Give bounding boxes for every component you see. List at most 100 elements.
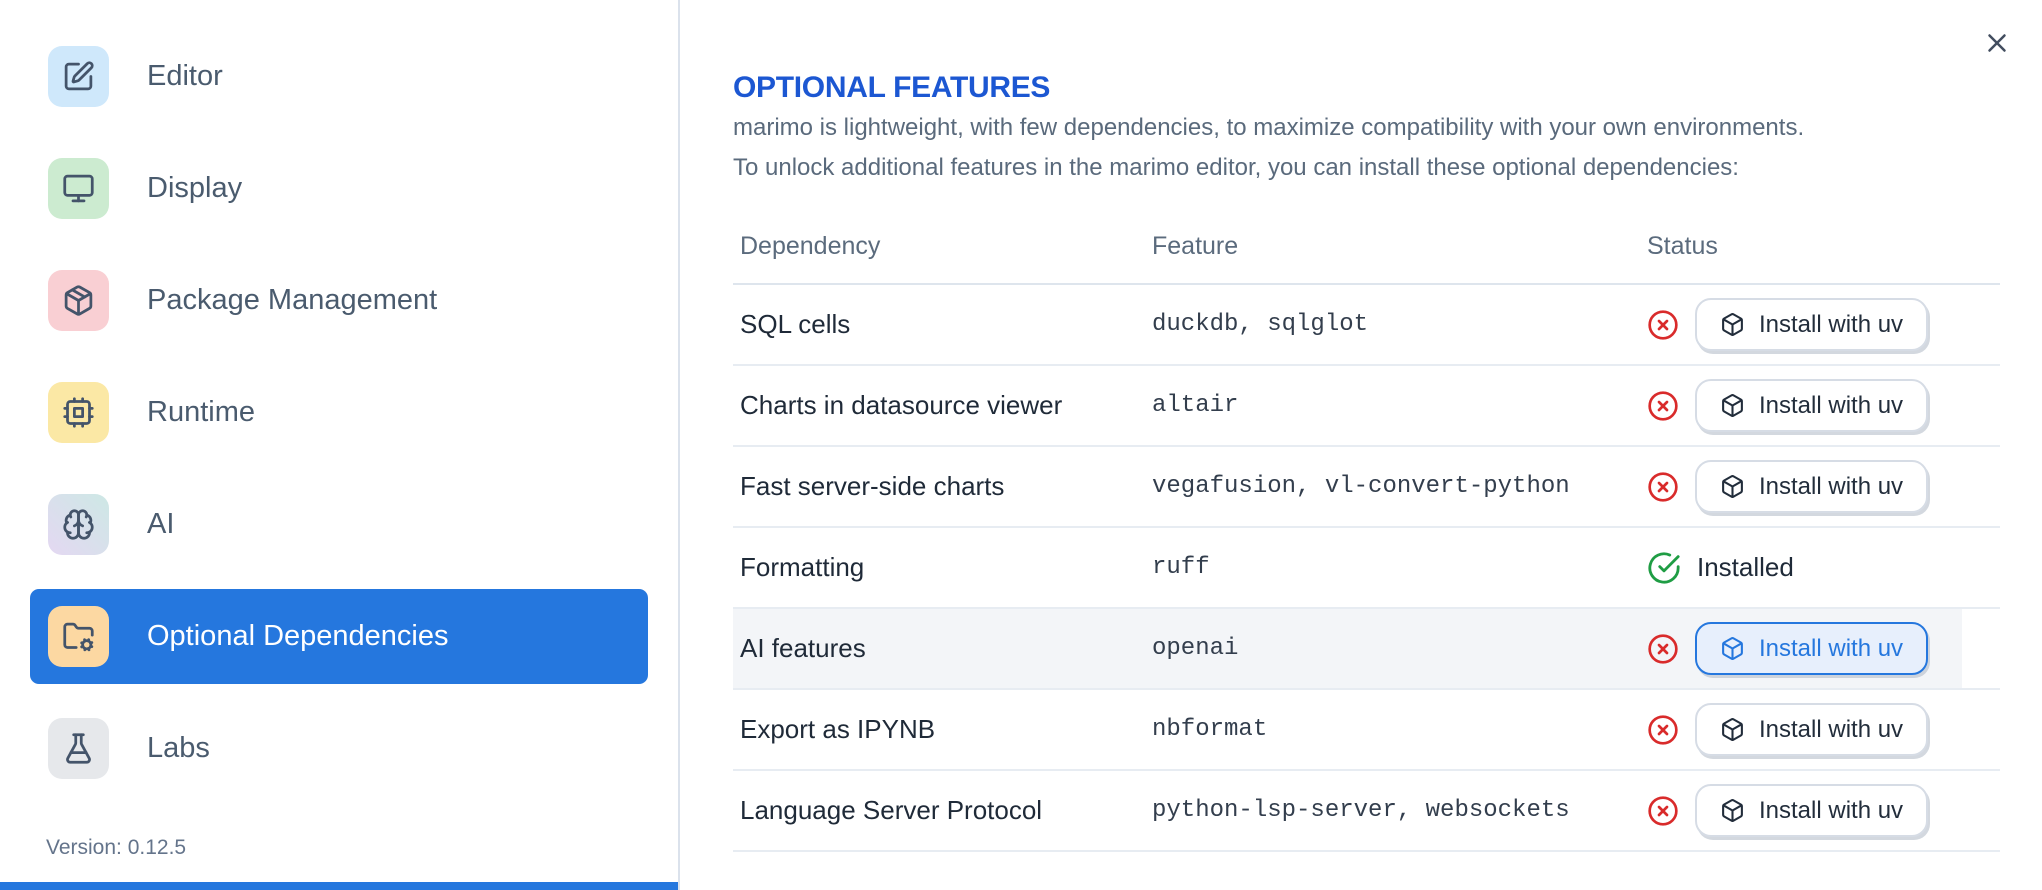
- sidebar-item-icon: [48, 718, 109, 779]
- install-with-uv-button[interactable]: Install with uv: [1695, 298, 1929, 351]
- sidebar-item-label: Editor: [147, 60, 223, 92]
- status-cell: Install with uv: [1640, 298, 2000, 351]
- feature-packages: nbformat: [1152, 716, 1268, 743]
- install-with-uv-button[interactable]: Install with uv: [1695, 703, 1929, 756]
- box-icon: [1720, 393, 1745, 418]
- sidebar-item-optional-dependencies[interactable]: Optional Dependencies: [30, 589, 648, 684]
- folder-cog-icon: [62, 620, 95, 653]
- settings-content: OPTIONAL FEATURES marimo is lightweight,…: [682, 0, 2042, 890]
- table-row: SQL cells duckdb, sqlglot Install with u…: [733, 285, 2000, 366]
- sidebar-item-label: Package Management: [147, 284, 438, 316]
- feature-packages: vegafusion, vl-convert-python: [1152, 473, 1570, 500]
- x-circle-icon: [1647, 390, 1679, 422]
- sidebar-item-label: Optional Dependencies: [147, 620, 449, 652]
- x-circle-icon: [1647, 714, 1679, 746]
- page-title: OPTIONAL FEATURES: [733, 70, 1051, 104]
- install-with-uv-button[interactable]: Install with uv: [1695, 784, 1929, 837]
- sidebar-item-icon: [48, 158, 109, 219]
- dependency-name: Charts in datasource viewer: [740, 390, 1063, 420]
- sidebar-item-icon: [48, 494, 109, 555]
- sidebar-item-display[interactable]: Display: [48, 158, 648, 219]
- box-icon: [1720, 474, 1745, 499]
- feature-packages: duckdb, sqlglot: [1152, 311, 1369, 338]
- cpu-icon: [62, 396, 95, 429]
- x-circle-icon: [1647, 471, 1679, 503]
- edit-icon: [62, 60, 95, 93]
- feature-packages: python-lsp-server, websockets: [1152, 797, 1570, 824]
- dependency-name: AI features: [740, 633, 866, 663]
- x-circle-icon: [1647, 309, 1679, 341]
- dependency-name: Export as IPYNB: [740, 714, 936, 744]
- description: marimo is lightweight, with few dependen…: [733, 108, 1804, 188]
- flask-icon: [62, 732, 95, 765]
- sidebar-nav: Editor Display Package Management Runtim…: [30, 46, 648, 779]
- sidebar-item-label: AI: [147, 508, 175, 540]
- sidebar-item-package-management[interactable]: Package Management: [48, 270, 648, 331]
- dependency-name: SQL cells: [740, 309, 851, 339]
- sidebar-item-labs[interactable]: Labs: [48, 718, 648, 779]
- table-body: SQL cells duckdb, sqlglot Install with u…: [733, 285, 2000, 852]
- sidebar-bottom-accent-bar: [0, 882, 678, 890]
- table-row: Charts in datasource viewer altair Insta…: [733, 366, 2000, 447]
- install-button-label: Install with uv: [1759, 391, 1904, 419]
- sidebar-item-icon: [48, 46, 109, 107]
- sidebar-item-icon: [48, 270, 109, 331]
- install-button-label: Install with uv: [1759, 715, 1904, 743]
- column-header-feature: Feature: [1152, 232, 1239, 260]
- close-button[interactable]: [1980, 27, 2014, 61]
- table-row: AI features openai Install with uv: [733, 609, 2000, 690]
- install-button-label: Install with uv: [1759, 796, 1904, 824]
- sidebar-item-icon: [48, 382, 109, 443]
- status-cell: Install with uv: [1640, 703, 2000, 756]
- package-icon: [62, 284, 95, 317]
- not-installed-status: Install with uv: [1647, 703, 1929, 756]
- dependency-name: Fast server-side charts: [740, 471, 1005, 501]
- install-button-label: Install with uv: [1759, 634, 1904, 662]
- install-button-label: Install with uv: [1759, 472, 1904, 500]
- feature-packages: openai: [1152, 635, 1239, 662]
- settings-sidebar: Editor Display Package Management Runtim…: [0, 0, 680, 890]
- box-icon: [1720, 717, 1745, 742]
- close-icon: [1982, 28, 2012, 58]
- table-row: Language Server Protocol python-lsp-serv…: [733, 771, 2000, 852]
- feature-packages: altair: [1152, 392, 1239, 419]
- description-line-2: To unlock additional features in the mar…: [733, 154, 1739, 181]
- install-button-label: Install with uv: [1759, 310, 1904, 338]
- status-cell: Install with uv: [1640, 379, 2000, 432]
- install-with-uv-button[interactable]: Install with uv: [1695, 460, 1929, 513]
- x-circle-icon: [1647, 795, 1679, 827]
- box-icon: [1720, 312, 1745, 337]
- table-row: Formatting ruff Installed: [733, 528, 2000, 609]
- not-installed-status: Install with uv: [1647, 298, 1929, 351]
- sidebar-item-label: Runtime: [147, 396, 255, 428]
- sidebar-item-label: Labs: [147, 732, 210, 764]
- dependency-name: Language Server Protocol: [740, 795, 1043, 825]
- version-label: Version: 0.12.5: [46, 836, 187, 859]
- column-header-dependency: Dependency: [740, 232, 881, 260]
- brain-icon: [62, 508, 95, 541]
- box-icon: [1720, 798, 1745, 823]
- check-circle-icon: [1647, 551, 1681, 585]
- sidebar-item-ai[interactable]: AI: [48, 494, 648, 555]
- status-cell: Install with uv: [1640, 460, 2000, 513]
- table-row: Fast server-side charts vegafusion, vl-c…: [733, 447, 2000, 528]
- sidebar-item-editor[interactable]: Editor: [48, 46, 648, 107]
- column-header-status: Status: [1647, 232, 1718, 260]
- status-cell: Installed: [1640, 551, 2000, 585]
- dependency-name: Formatting: [740, 552, 865, 582]
- sidebar-item-runtime[interactable]: Runtime: [48, 382, 648, 443]
- installed-label: Installed: [1697, 552, 1794, 582]
- box-icon: [1720, 636, 1745, 661]
- install-with-uv-button[interactable]: Install with uv: [1695, 622, 1929, 675]
- table-row: Export as IPYNB nbformat Install with uv: [733, 690, 2000, 771]
- x-circle-icon: [1647, 633, 1679, 665]
- status-cell: Install with uv: [1640, 784, 2000, 837]
- feature-packages: ruff: [1152, 554, 1210, 581]
- installed-status: Installed: [1647, 551, 1794, 585]
- sidebar-item-label: Display: [147, 172, 243, 204]
- install-with-uv-button[interactable]: Install with uv: [1695, 379, 1929, 432]
- not-installed-status: Install with uv: [1647, 784, 1929, 837]
- not-installed-status: Install with uv: [1647, 379, 1929, 432]
- sidebar-item-icon: [48, 606, 109, 667]
